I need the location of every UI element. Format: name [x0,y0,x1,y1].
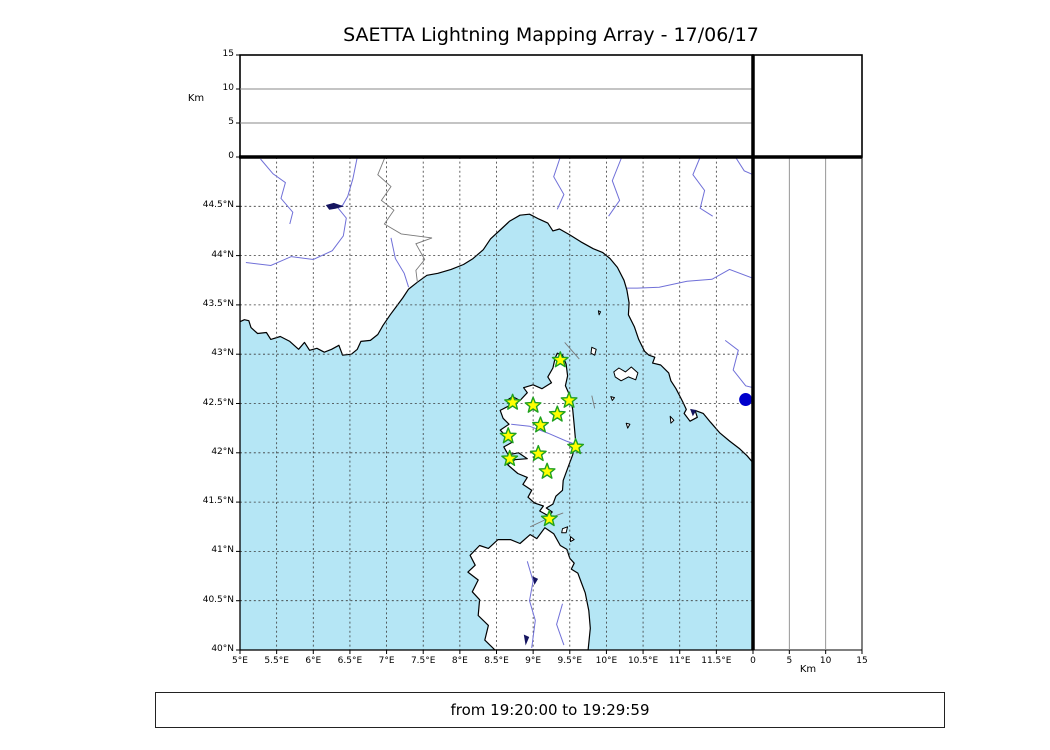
lon-tick-label: 7.5°E [410,656,436,666]
island [561,526,569,534]
river [734,157,753,176]
lat-tick-label: 43.5°N [202,298,234,309]
river [553,157,565,210]
lake [690,408,697,417]
histogram-corner-box [752,54,863,158]
altitude-tick-label: 10 [222,83,234,93]
lakes [325,202,697,646]
time-range-text: from 19:20:00 to 19:29:59 [450,701,650,719]
lon-tick-label: 8.5°E [484,656,509,666]
lat-tick-label: 41.5°N [202,496,234,507]
river [390,237,410,288]
altitude-tick-label: 10 [819,656,832,666]
river [511,423,575,445]
altitude-axis-label-left: Km [187,93,205,104]
lma-station-star [551,351,569,368]
station-stars [499,351,585,527]
lon-tick-label: 6.5°E [337,656,363,666]
island [597,310,602,316]
river [724,340,753,389]
island [590,346,597,356]
lma-station-star [501,449,519,466]
lat-tick-label: 44°N [211,249,234,260]
altitude-tick-label: 5 [228,117,234,127]
lon-tick-label: 11.5°E [701,656,732,666]
country-borders [377,157,596,528]
island [669,415,675,424]
altitude-longitude-panel [239,54,754,158]
lon-tick-label: 5.5°E [264,656,289,666]
lon-tick-label: 9°E [525,656,542,666]
lon-tick-label: 10.5°E [627,656,659,666]
altitude-tick-label: 15 [222,49,234,59]
lma-station-star [560,391,578,408]
river [556,603,565,646]
lat-tick-label: 40.5°N [202,594,234,605]
country-border [377,157,433,283]
island [625,422,631,429]
lma-station-star [504,393,522,410]
lma-station-star [548,405,566,422]
rivers [245,157,753,649]
altitude-latitude-panel [752,156,863,651]
river [260,158,294,225]
coastline [240,157,753,464]
event-dot [739,393,753,407]
lat-tick-label: 43°N [211,348,234,359]
maritime-boundary [591,395,596,409]
lma-station-star [567,438,585,455]
lon-tick-label: 9.5°E [557,656,583,666]
time-range-box: from 19:20:00 to 19:29:59 [155,692,945,728]
lake [325,202,344,210]
lat-tick-label: 41°N [211,545,234,556]
map-panel [240,157,753,650]
land-polygons [240,157,753,650]
coastline [467,527,591,650]
lma-station-star [529,444,547,462]
map-gridlines [240,157,753,650]
altitude-tick-label: 5 [786,656,793,666]
lon-tick-label: 11°E [668,656,691,666]
axis-ticks [236,54,863,654]
altitude-tick-label: 0 [750,656,756,666]
island [610,396,615,401]
river [526,561,536,649]
altitude-tick-label: 0 [228,151,234,161]
lma-station-star [532,416,549,433]
lon-tick-label: 6°E [305,656,322,666]
river [626,268,753,289]
lake [523,634,530,646]
lma-station-star [540,510,558,527]
river [692,157,713,217]
lat-tick-label: 42°N [211,446,234,457]
lon-tick-label: 5°E [232,656,248,666]
maritime-boundary [564,342,580,360]
lon-tick-label: 10°E [595,656,618,666]
altitude-axis-label-bottom: Km [799,664,817,675]
lma-station-star [524,396,542,413]
lat-tick-label: 40°N [211,644,234,654]
lma-station-star [538,462,556,479]
figure-title: SAETTA Lightning Mapping Array - 17/06/1… [343,24,759,46]
lon-tick-label: 8°E [451,656,468,666]
river [245,157,358,267]
lat-tick-label: 42.5°N [202,397,234,408]
lake [532,576,539,585]
lma-station-star [499,427,517,444]
lon-tick-label: 7°E [378,656,395,666]
altitude-tick-label: 15 [856,656,868,666]
island [570,536,575,542]
island [613,366,639,382]
lat-tick-label: 44.5°N [202,200,234,211]
river [608,157,623,217]
